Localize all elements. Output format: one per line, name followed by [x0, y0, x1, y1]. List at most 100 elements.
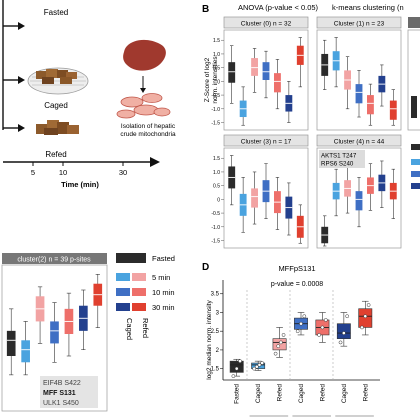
group-label-fasted: Fasted [44, 8, 68, 17]
panel-b-letter: B [202, 4, 209, 15]
box [251, 58, 258, 76]
ytick-label: 0 [217, 197, 220, 203]
panel-c-annotation-2: MFF S131 [43, 390, 76, 397]
panel-d-yticks: 1.5 2 2.5 3 3.5 [211, 290, 334, 380]
timeline-tick-30: 30 [119, 168, 127, 177]
cluster-4-boxes [321, 160, 397, 247]
cluster-3-boxes: 1.5 1.0 0.5 0 -0.5 -1.0 -1.5 [211, 155, 304, 245]
data-point [254, 364, 259, 369]
ytick-label: 3.5 [211, 292, 220, 298]
ytick-label: 0.5 [213, 66, 220, 72]
panel-c-frame [1, 264, 108, 412]
box [228, 62, 236, 83]
box [6, 330, 16, 356]
cluster-cut-title-bar [408, 17, 420, 28]
arrow-down-icon [140, 88, 146, 93]
cluster-4-title-bar [316, 134, 402, 147]
data-point [366, 303, 371, 307]
data-point [299, 321, 303, 326]
box [358, 308, 373, 328]
data-point [257, 363, 262, 367]
legend-caged-5-swatch [116, 273, 130, 281]
panel-d-boxes [229, 300, 373, 378]
cluster-1-title-bar [316, 16, 402, 29]
ytick-label: -1.0 [211, 225, 220, 231]
cluster-4-annotation-1: AKTS1 T247 [321, 153, 357, 160]
box [367, 95, 374, 115]
cluster-3-frame [223, 147, 309, 249]
timeline-tick-10: 10 [59, 168, 67, 177]
data-point [323, 318, 328, 322]
kmeans-title: k-means clustering (n [332, 3, 404, 12]
xtick-label: Caged [341, 384, 348, 404]
data-point [338, 340, 343, 345]
ytick-label: 1.5 [211, 367, 220, 373]
cluster-0-title-bar [223, 16, 309, 29]
data-point [273, 351, 278, 356]
timeline-label: Time (min) [61, 180, 99, 189]
cluster-4-frame [316, 147, 402, 249]
isolation-label-line1: Isolation of hepatic [121, 123, 176, 130]
box [50, 321, 59, 344]
panel-d-xlabels: Fasted Caged Refed Caged Refed Caged Refed [234, 384, 374, 417]
data-point [320, 325, 325, 330]
data-point [231, 374, 236, 378]
box [251, 188, 258, 208]
xtick-label: Refed [319, 384, 326, 402]
ytick-label: -1.5 [211, 121, 220, 127]
mitochondria-icon [116, 93, 171, 119]
panel-b-ylabel-line2: norm. intensities [212, 56, 219, 104]
box [355, 191, 363, 211]
panel-d-ylabel: log2 median norm. intensity [206, 300, 213, 380]
anova-title: ANOVA (p-value < 0.05) [238, 3, 319, 12]
refed-food-icon [36, 120, 79, 135]
arrow-refed-icon [18, 124, 25, 132]
ytick-label: -0.5 [211, 211, 220, 217]
box [389, 100, 397, 120]
b-legend-5min-swatch [411, 159, 420, 165]
panel-c-legend: Fasted 5 min 10 min 30 min Caged Refed [116, 253, 175, 340]
data-point [234, 366, 239, 371]
data-point [295, 329, 300, 334]
legend-30min-label: 30 min [152, 303, 175, 312]
legend-10min-label: 10 min [152, 288, 175, 297]
box [272, 338, 287, 351]
legend-fasted-label: Fasted [152, 254, 175, 263]
group-label-refed: Refed [45, 150, 66, 159]
cluster-0-title: Cluster (0) n = 32 [241, 21, 292, 28]
data-point [276, 344, 281, 349]
data-point [342, 331, 346, 335]
arrow-fasted-icon [18, 22, 25, 30]
box [262, 62, 270, 80]
data-point [360, 325, 364, 330]
box [229, 360, 244, 373]
panel-d-title: MFFpS131 [278, 264, 315, 273]
liver-icon [123, 39, 166, 71]
cluster-4-annotation-box [319, 150, 365, 168]
caged-food-icon [27, 67, 89, 95]
cluster-4-title: Cluster (4) n = 44 [334, 139, 385, 146]
data-point [252, 366, 257, 371]
box [336, 323, 351, 339]
legend-refed-30-swatch [132, 303, 146, 311]
ytick-label: 1.5 [213, 156, 220, 162]
ytick-label: 2.5 [211, 329, 220, 335]
ytick-label: 0.5 [213, 184, 220, 190]
panel-a: Fasted Caged Refed [2, 0, 176, 189]
ytick-label: 3 [216, 310, 220, 316]
cluster-cut-box [411, 96, 417, 118]
data-point [260, 361, 264, 365]
panel-c-annotation-3: ULK1 S450 [43, 400, 79, 407]
box [355, 84, 363, 104]
ytick-label: 1.0 [213, 52, 220, 58]
panel-c-boxes [6, 273, 103, 376]
panel-d-pvalue: p-value = 0.0008 [271, 281, 323, 288]
cluster-0-boxes: 1.5 1.0 0.5 0 -0.5 -1.0 -1.5 [211, 37, 304, 127]
legend-caged-30-swatch [116, 303, 130, 311]
legend-refed-10-swatch [132, 288, 146, 296]
data-point [317, 333, 321, 337]
legend-caged-10-swatch [116, 288, 130, 296]
legend-refed-5-swatch [132, 273, 146, 281]
b-legend-10min-swatch [411, 171, 420, 177]
